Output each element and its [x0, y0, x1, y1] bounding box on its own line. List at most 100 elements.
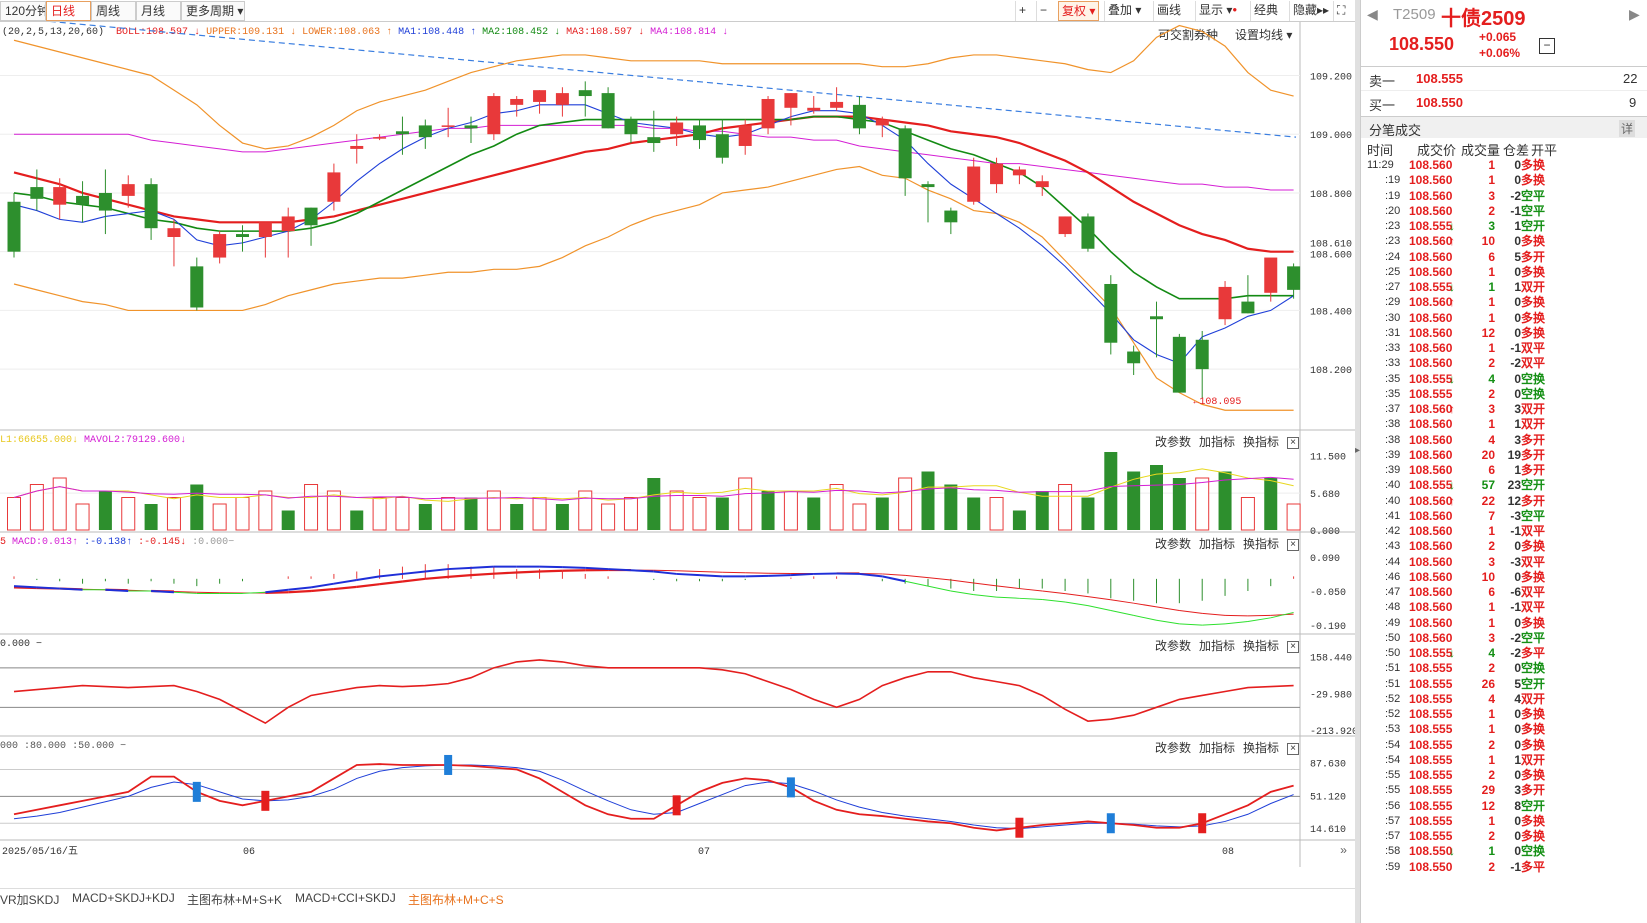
template-macd-skdj-kdj[interactable]: MACD+SKDJ+KDJ	[72, 891, 175, 905]
boll-item-1: UPPER:109.131 ↓	[206, 27, 297, 38]
tick-type: 多换	[1521, 539, 1546, 554]
tick-arrow: ↓	[1449, 219, 1455, 233]
tick-row: :29 108.560 ↑ 1 0 多换	[1361, 295, 1647, 310]
switch-indicator-button[interactable]: 换指标	[1242, 639, 1279, 653]
edit-params-button[interactable]: 改参数	[1154, 537, 1191, 551]
forward-icon[interactable]: ▶	[1629, 6, 1640, 22]
collapse-icon[interactable]: −	[1539, 38, 1555, 54]
dea-line-segment	[882, 573, 906, 576]
tick-oi-change: 0	[1514, 264, 1521, 279]
skdj-d-line	[13, 764, 1294, 830]
candle-body	[1012, 169, 1026, 176]
tick-time: :30	[1385, 311, 1401, 324]
close-icon[interactable]: ×	[1287, 742, 1299, 755]
close-icon[interactable]: ×	[1287, 436, 1299, 449]
dash-icon: −	[228, 537, 235, 548]
arrow-down-icon: ↓	[72, 435, 79, 446]
tick-row: :57 108.555 2 0 多换	[1361, 829, 1647, 844]
macd-header: 5 MACD:0.013↑ :-0.138↑ :-0.145↓ :0.000−	[0, 537, 234, 548]
display-button[interactable]: 显示 ▾●	[1195, 1, 1240, 21]
tick-time: :56	[1385, 799, 1401, 812]
tick-volume: 3	[1488, 402, 1495, 416]
volume-bar	[98, 491, 112, 530]
tick-oi-change: 0	[1514, 737, 1521, 752]
zoom-in-button[interactable]: +	[1015, 1, 1029, 21]
tick-volume: 1	[1488, 295, 1495, 310]
tick-oi-change: 1	[1514, 463, 1521, 477]
set-ma-button[interactable]: 设置均线 ▾	[1235, 26, 1292, 43]
tick-volume: 57	[1481, 478, 1495, 493]
fq-button[interactable]: 复权 ▾	[1058, 1, 1100, 21]
template-macd-cci-skdj[interactable]: MACD+CCI+SKDJ	[295, 891, 396, 905]
draw-line-button[interactable]: 画线	[1153, 1, 1184, 21]
hide-button[interactable]: 隐藏▸▸	[1289, 1, 1332, 21]
tick-type: 双平	[1521, 341, 1546, 355]
edit-params-button[interactable]: 改参数	[1154, 435, 1191, 449]
switch-indicator-button[interactable]: 换指标	[1242, 537, 1279, 551]
col-price: 成交价	[1417, 143, 1457, 158]
period-tab-120min[interactable]: 120分钟	[0, 1, 46, 21]
tick-price: 108.560	[1409, 554, 1453, 569]
back-icon[interactable]: ◀	[1367, 6, 1378, 22]
zoom-out-button[interactable]: −	[1036, 1, 1050, 21]
golden-cross-marker	[261, 790, 270, 811]
tick-time: :48	[1385, 601, 1401, 614]
volume-bar	[1264, 478, 1278, 530]
dif-line-segment	[448, 566, 472, 571]
template-vr-skdj[interactable]: VR加SKDJ	[0, 893, 60, 907]
dif-line-segment	[36, 586, 60, 590]
dea-line-segment	[288, 589, 312, 594]
fullscreen-icon[interactable]: ⛶	[1333, 1, 1348, 21]
ticks-title-bar: 分笔成交 详	[1361, 116, 1647, 138]
period-tab-week[interactable]: 周线	[91, 1, 136, 21]
panel-splitter[interactable]: ▸	[1355, 0, 1360, 923]
add-indicator-button[interactable]: 加指标	[1198, 741, 1235, 755]
volume-bar	[486, 490, 501, 531]
tick-time: :53	[1385, 723, 1401, 736]
period-tab-day[interactable]: 日线	[46, 1, 91, 21]
ticks-detail-button[interactable]: 详	[1619, 120, 1636, 137]
tick-price: 108.555	[1409, 737, 1453, 752]
tick-volume: 6	[1488, 249, 1495, 264]
divider	[1361, 90, 1647, 91]
edit-params-button[interactable]: 改参数	[1154, 741, 1191, 755]
overlay-button[interactable]: 叠加 ▾	[1104, 1, 1144, 21]
template-boll-mskk[interactable]: 主图布林+M+S+K	[187, 893, 283, 907]
ask-volume: 22	[1623, 71, 1638, 86]
tick-row: :58 108.550 ↓ 1 0 空换	[1361, 844, 1647, 859]
candle-body	[738, 125, 752, 146]
add-indicator-button[interactable]: 加指标	[1198, 537, 1235, 551]
volume-bar	[807, 497, 821, 530]
period-tab-more[interactable]: 更多周期 ▾	[181, 1, 245, 21]
dea-line-segment	[516, 570, 540, 574]
add-indicator-button[interactable]: 加指标	[1198, 435, 1235, 449]
tick-time: :23	[1385, 220, 1401, 232]
mavol2-value: MAVOL2:79129.600	[84, 435, 181, 446]
close-icon[interactable]: ×	[1287, 640, 1299, 653]
period-tab-month[interactable]: 月线	[136, 1, 181, 21]
tick-time: :52	[1385, 708, 1401, 720]
switch-indicator-button[interactable]: 换指标	[1242, 435, 1279, 449]
tick-oi-change: 0	[1514, 615, 1521, 630]
chevron-down-icon: ▾	[1132, 3, 1142, 17]
add-indicator-button[interactable]: 加指标	[1198, 639, 1235, 653]
ticks-list[interactable]: 11:29 108.560 1 0 多换:19 108.560 1 0 多换:19 108.560…	[1361, 158, 1647, 923]
close-icon[interactable]: ×	[1287, 538, 1299, 551]
switch-indicator-button[interactable]: 换指标	[1242, 741, 1279, 755]
edit-params-button[interactable]: 改参数	[1154, 639, 1191, 653]
tick-price: 108.560	[1409, 524, 1453, 538]
tick-oi-change: -1	[1510, 524, 1521, 538]
arrow-up-icon: ↑	[126, 537, 133, 548]
tick-oi-change: 23	[1507, 478, 1521, 493]
tick-oi-change: 0	[1514, 158, 1521, 172]
volume-bar	[692, 497, 707, 531]
tick-price: 108.560	[1409, 158, 1453, 172]
classic-button[interactable]: 经典	[1250, 1, 1281, 21]
tick-oi-change: 0	[1514, 386, 1521, 401]
dif-line-segment	[13, 585, 37, 589]
dif-line-segment	[402, 570, 426, 575]
template-boll-mcs[interactable]: 主图布林+M+C+S	[408, 893, 504, 907]
tick-volume: 3	[1488, 554, 1495, 569]
volume-bar	[898, 477, 913, 531]
